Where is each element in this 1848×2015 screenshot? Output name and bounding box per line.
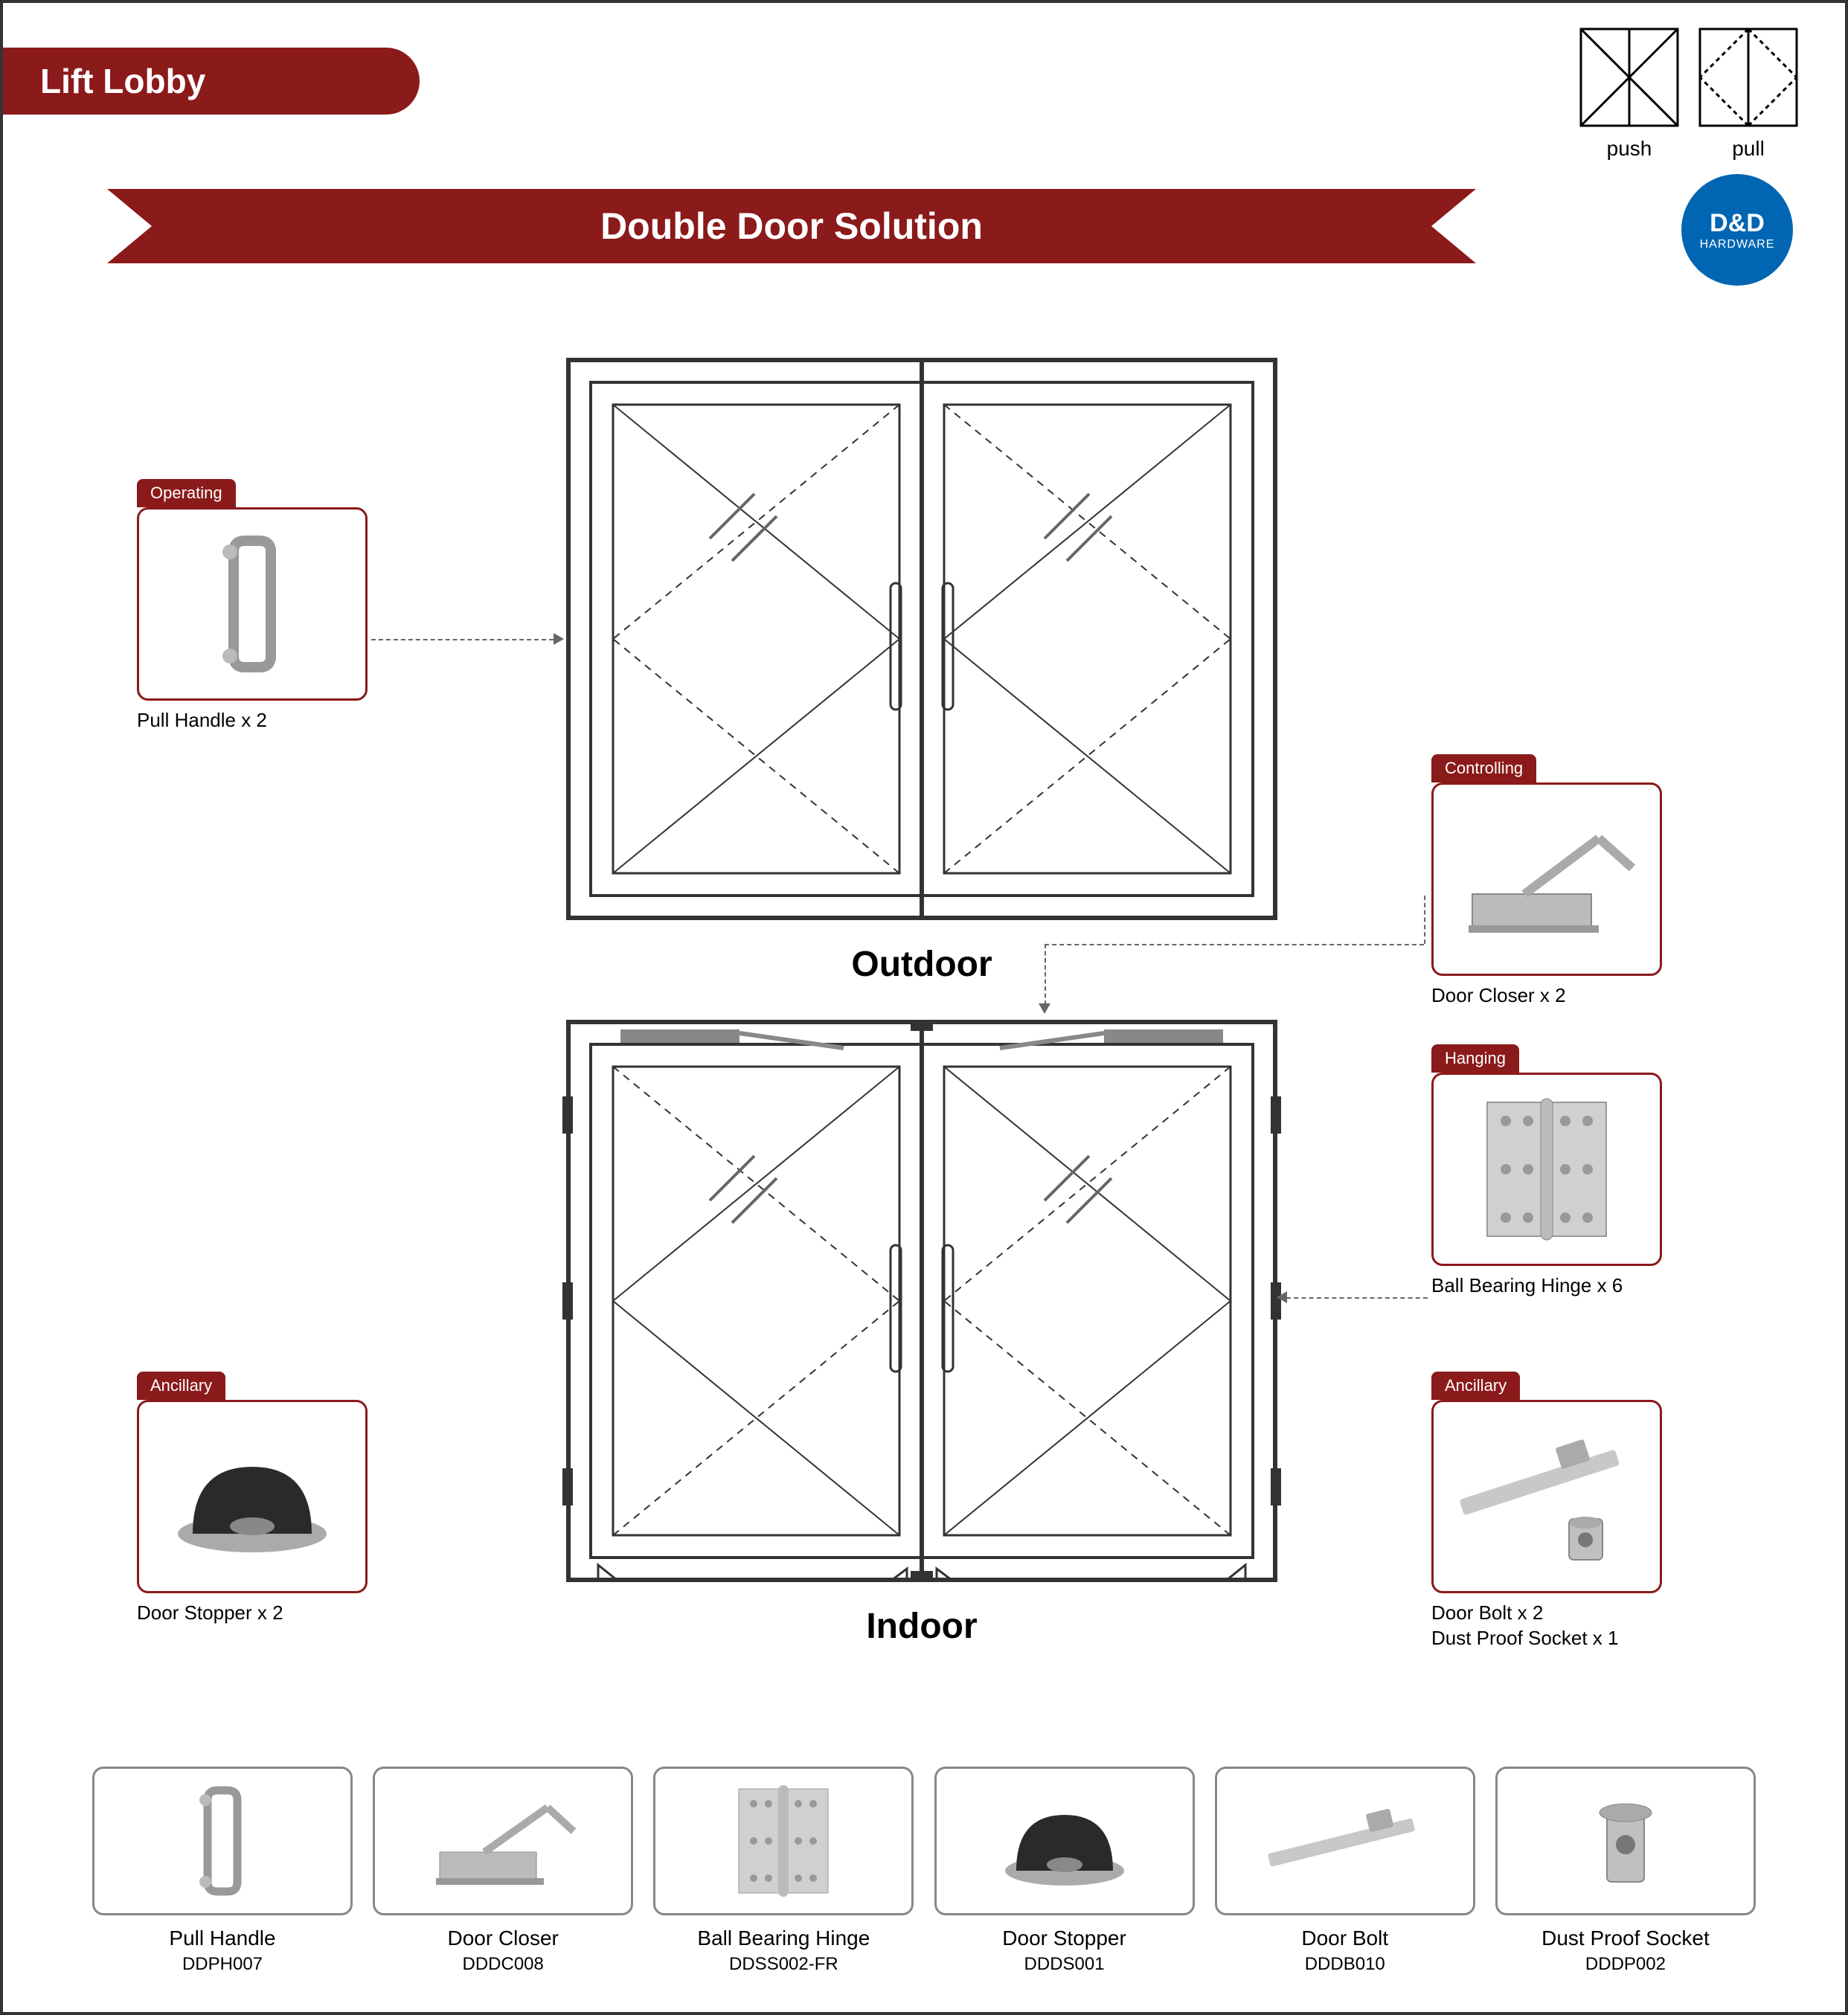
- product-code: DDDB010: [1215, 1954, 1475, 1975]
- pull-handle-icon: [137, 507, 368, 701]
- connector-line: [371, 639, 554, 640]
- card-tag: Hanging: [1431, 1044, 1519, 1073]
- door-stopper-icon: [137, 1400, 368, 1593]
- push-pull-legend: push pull: [1577, 25, 1800, 161]
- product-code: DDPH007: [92, 1954, 353, 1975]
- product-name: Dust Proof Socket: [1495, 1926, 1756, 1950]
- product-code: DDDS001: [934, 1954, 1195, 1975]
- caption-line: Dust Proof Socket x 1: [1431, 1626, 1662, 1651]
- door-stopper-icon: [934, 1767, 1195, 1915]
- caption-line: Door Bolt x 2: [1431, 1601, 1662, 1626]
- card-caption: Door Closer x 2: [1431, 983, 1662, 1009]
- pull-label: pull: [1696, 137, 1800, 161]
- card-caption: Ball Bearing Hinge x 6: [1431, 1273, 1662, 1299]
- card-caption: Door Bolt x 2 Dust Proof Socket x 1: [1431, 1601, 1662, 1651]
- logo-sub: HARDWARE: [1700, 238, 1775, 251]
- banner: Double Door Solution: [152, 189, 1431, 263]
- arrow-icon: [1277, 1291, 1287, 1303]
- hinge-icon: [1431, 1073, 1662, 1266]
- product-item: Door Stopper DDDS001: [934, 1767, 1195, 1975]
- product-name: Door Stopper: [934, 1926, 1195, 1950]
- card-ancillary-stopper: Ancillary Door Stopper x 2: [137, 1372, 368, 1626]
- push-label: push: [1577, 137, 1681, 161]
- indoor-door-diagram: Indoor: [561, 992, 1283, 1647]
- product-row: Pull Handle DDPH007 Door Closer DDDC008 …: [92, 1767, 1756, 1975]
- dust-socket-icon: [1495, 1767, 1756, 1915]
- card-tag: Operating: [137, 479, 236, 507]
- pull-handle-icon: [92, 1767, 353, 1915]
- product-code: DDSS002-FR: [653, 1954, 914, 1975]
- connector-line: [1424, 896, 1425, 944]
- card-controlling: Controlling Door Closer x 2: [1431, 754, 1662, 1009]
- card-operating: Operating Pull Handle x 2: [137, 479, 368, 733]
- door-closer-icon: [373, 1767, 633, 1915]
- card-ancillary-bolt: Ancillary Door Bolt x 2 Dust Proof Socke…: [1431, 1372, 1662, 1651]
- connector-line: [1045, 944, 1046, 1005]
- product-code: DDDC008: [373, 1954, 633, 1975]
- card-tag: Ancillary: [137, 1372, 225, 1400]
- product-item: Dust Proof Socket DDDP002: [1495, 1767, 1756, 1975]
- arrow-icon: [554, 633, 564, 645]
- push-icon: [1577, 25, 1681, 129]
- product-item: Door Closer DDDC008: [373, 1767, 633, 1975]
- connector-line: [1286, 1297, 1428, 1299]
- product-name: Door Bolt: [1215, 1926, 1475, 1950]
- product-name: Pull Handle: [92, 1926, 353, 1950]
- indoor-door-svg: [561, 992, 1283, 1587]
- door-closer-icon: [1431, 782, 1662, 976]
- arrow-icon: [1039, 1003, 1050, 1014]
- card-caption: Pull Handle x 2: [137, 708, 368, 733]
- card-hanging: Hanging Ball Bearing Hinge x 6: [1431, 1044, 1662, 1299]
- door-bolt-icon: [1431, 1400, 1662, 1593]
- card-tag: Controlling: [1431, 754, 1536, 782]
- outdoor-label: Outdoor: [561, 944, 1283, 985]
- product-name: Ball Bearing Hinge: [653, 1926, 914, 1950]
- product-item: Door Bolt DDDB010: [1215, 1767, 1475, 1975]
- banner-text: Double Door Solution: [600, 205, 983, 248]
- product-item: Ball Bearing Hinge DDSS002-FR: [653, 1767, 914, 1975]
- card-caption: Door Stopper x 2: [137, 1601, 368, 1626]
- brand-logo: D&D HARDWARE: [1681, 174, 1793, 286]
- push-icon-box: push: [1577, 25, 1681, 161]
- product-code: DDDP002: [1495, 1954, 1756, 1975]
- outdoor-door-diagram: Outdoor: [561, 353, 1283, 985]
- title-bar: Lift Lobby: [3, 48, 420, 115]
- logo-main: D&D: [1710, 209, 1765, 238]
- page-root: Lift Lobby push pull: [0, 0, 1848, 2015]
- outdoor-door-svg: [561, 353, 1283, 925]
- hinge-icon: [653, 1767, 914, 1915]
- door-bolt-icon: [1215, 1767, 1475, 1915]
- pull-icon: [1696, 25, 1800, 129]
- pull-icon-box: pull: [1696, 25, 1800, 161]
- product-item: Pull Handle DDPH007: [92, 1767, 353, 1975]
- card-tag: Ancillary: [1431, 1372, 1520, 1400]
- connector-line: [1045, 944, 1424, 945]
- product-name: Door Closer: [373, 1926, 633, 1950]
- page-title: Lift Lobby: [40, 61, 205, 101]
- indoor-label: Indoor: [561, 1606, 1283, 1647]
